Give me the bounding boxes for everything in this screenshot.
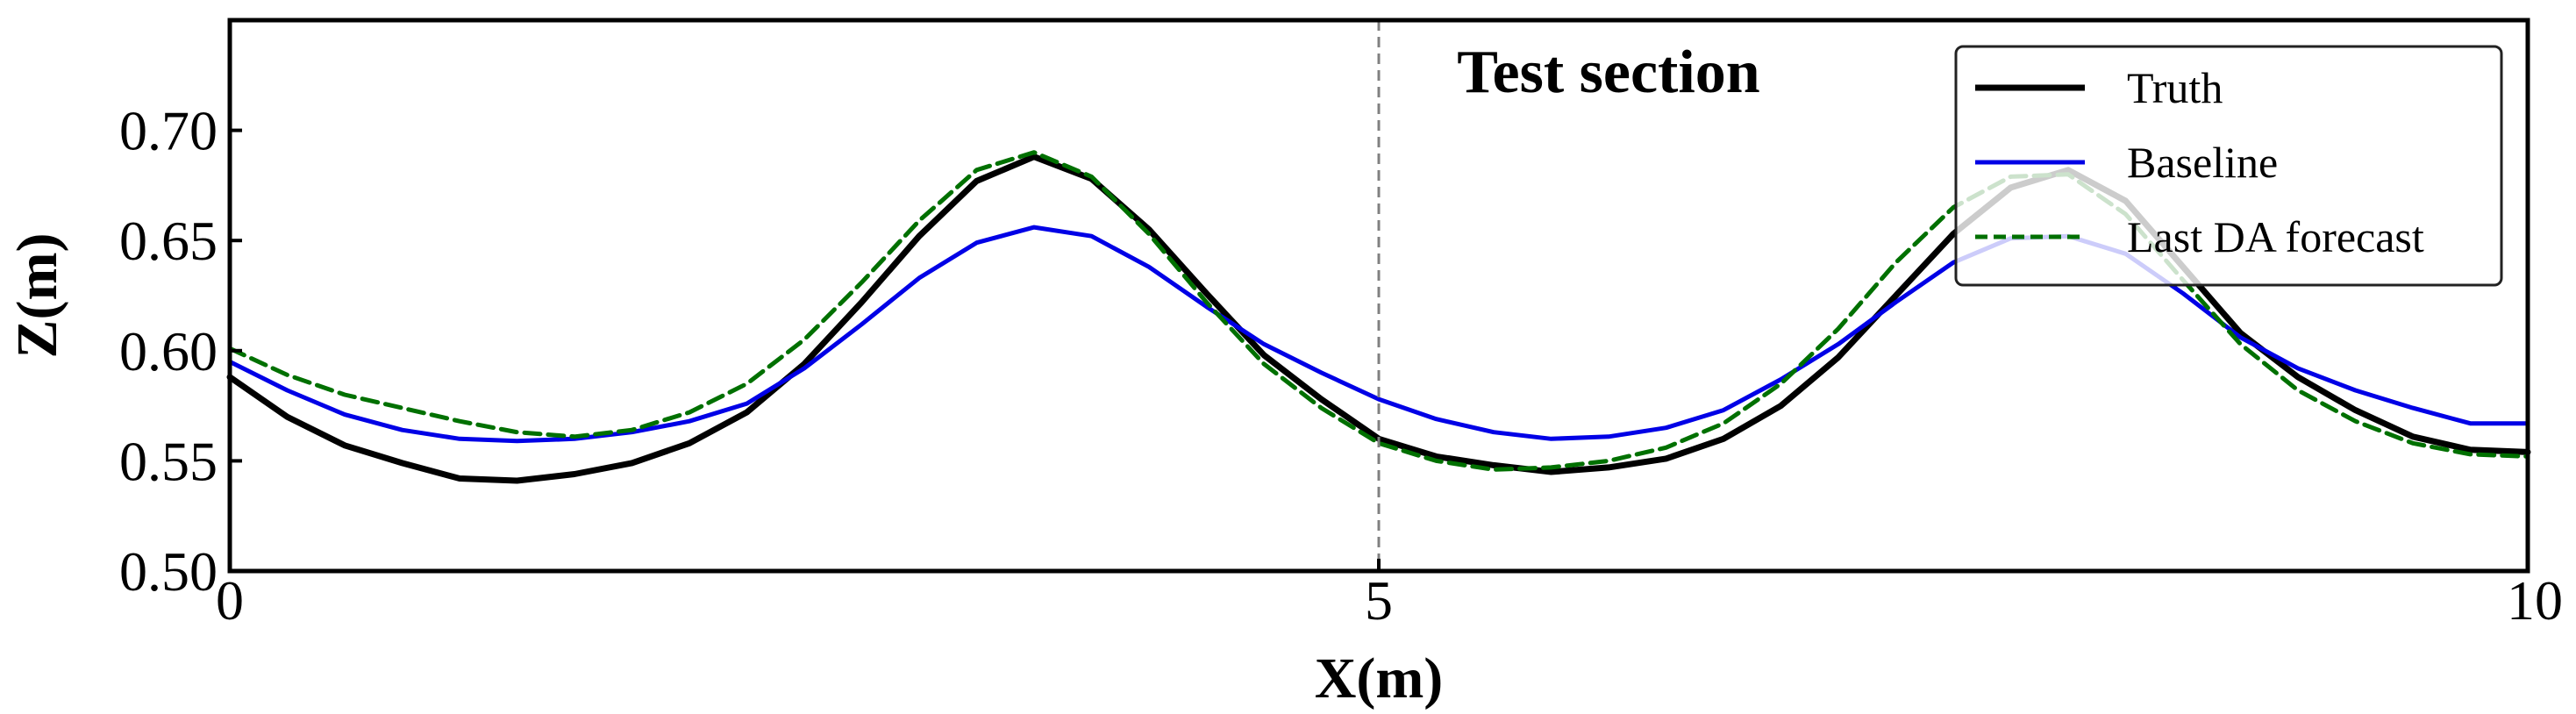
axis-ticks: 0 5 10 0.50 0.55 0.60 0.65 0.70 <box>119 100 2563 632</box>
y-tick-label: 0.70 <box>119 100 218 162</box>
x-axis-title: X(m) <box>1315 646 1444 710</box>
legend-label: Baseline <box>2127 138 2278 187</box>
y-tick-label: 0.55 <box>119 430 218 492</box>
test-section-label: Test section <box>1457 39 1759 106</box>
x-tick-label: 0 <box>216 569 244 632</box>
legend-label: Truth <box>2127 63 2223 112</box>
y-tick-label: 0.50 <box>119 540 218 603</box>
y-tick-label: 0.65 <box>119 210 218 272</box>
y-axis-title: Z(m) <box>5 233 69 359</box>
legend: Truth Baseline Last DA forecast <box>1954 45 2503 287</box>
legend-label: Last DA forecast <box>2127 212 2424 261</box>
x-tick-label: 10 <box>2507 569 2563 632</box>
x-tick-label: 5 <box>1365 569 1393 632</box>
legend-box <box>1954 45 2503 287</box>
y-tick-label: 0.60 <box>119 320 218 382</box>
